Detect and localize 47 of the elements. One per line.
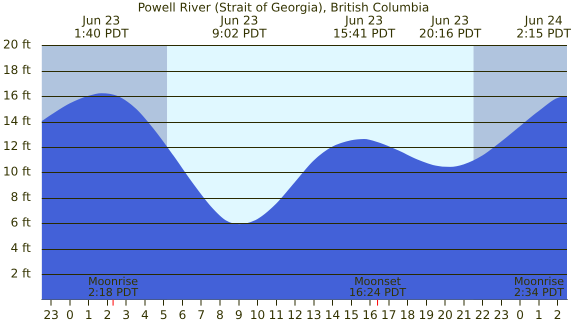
x-tick-label: 11 — [268, 308, 284, 322]
text: Jun 24 2:15 PDT — [516, 14, 572, 41]
x-tick-label: 4 — [141, 308, 149, 322]
text: Jun 23 20:16 PDT — [419, 14, 482, 41]
x-tick-label: 0 — [516, 308, 524, 322]
y-tick-label: 12 ft — [2, 139, 32, 154]
x-tick-label: 22 — [474, 308, 490, 322]
x-tick-label: 17 — [381, 308, 396, 322]
x-tick-label: 9 — [234, 308, 243, 322]
annotation: Moonrise 2:18 PDT — [88, 274, 138, 299]
text: Jun 23 9:02 PDT — [212, 14, 268, 41]
x-tick-label: 3 — [122, 308, 130, 322]
text: Jun 23 15:41 PDT — [332, 14, 396, 41]
y-tick-label: 4 ft — [10, 240, 32, 255]
y-tick-label: 16 ft — [2, 88, 32, 102]
x-tick-label: 13 — [306, 308, 322, 322]
x-tick-label: 21 — [456, 308, 472, 322]
x-tick-label: 10 — [250, 308, 266, 322]
y-tick-label: 8 ft — [10, 190, 32, 204]
x-tick-label: 19 — [418, 308, 434, 322]
x-tick-label: 0 — [66, 308, 74, 322]
x-tick-label: 16 — [362, 308, 378, 322]
x-tick-label: 18 — [400, 308, 416, 322]
x-tick-label: 8 — [216, 308, 224, 322]
chart-title: Powell River (Strait of Georgia), British Columbia — [138, 0, 430, 14]
x-tick-label: 1 — [84, 308, 93, 322]
y-tick-label: 20 ft — [2, 38, 32, 52]
x-tick-label: 2 — [104, 308, 112, 322]
x-tick-label: 7 — [197, 308, 206, 322]
y-tick-label: 10 ft — [2, 164, 32, 179]
y-tick-label: 14 ft — [2, 114, 32, 128]
x-tick-label: 5 — [160, 308, 168, 322]
text: Jun 23 1:40 PDT — [74, 14, 130, 41]
x-tick-label: 12 — [287, 308, 303, 322]
y-tick-label: 18 ft — [2, 62, 32, 77]
x-tick-label: 20 — [437, 308, 453, 322]
x-tick-label: 1 — [535, 308, 543, 322]
y-tick-label: 6 ft — [10, 215, 32, 230]
x-tick-label: 14 — [324, 308, 340, 322]
annotation: Moonset 16:24 PDT — [349, 274, 406, 299]
x-tick-label: 15 — [344, 308, 359, 322]
y-tick-label: 2 ft — [10, 266, 32, 280]
x-tick-label: 6 — [178, 308, 186, 322]
x-tick-label: 2 — [554, 308, 562, 322]
annotation: Moonrise 2:34 PDT — [514, 274, 564, 299]
x-tick-label: 23 — [44, 308, 59, 322]
x-tick-label: 23 — [494, 308, 509, 322]
